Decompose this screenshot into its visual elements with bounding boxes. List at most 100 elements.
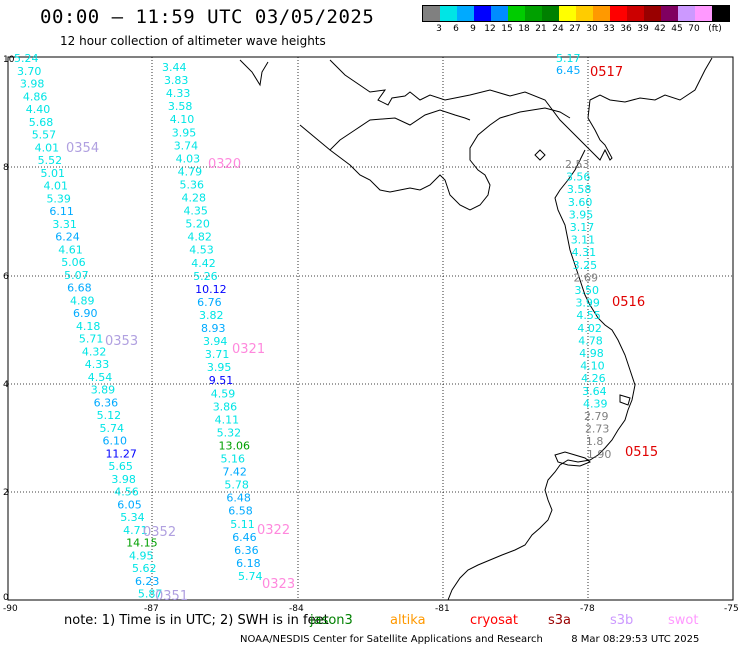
x-tick: -78 <box>580 604 595 614</box>
wave-height-label: 6.46 <box>232 531 257 544</box>
legend-swatch <box>644 6 661 21</box>
wave-height-label: 3.99 <box>575 297 600 310</box>
legend-swatch <box>457 6 474 21</box>
legend-tick: 39 <box>637 24 649 34</box>
pass-time-label: 0353 <box>105 334 138 349</box>
wave-height-label: 6.58 <box>228 505 253 518</box>
pass-time-label: 0354 <box>66 141 99 156</box>
wave-height-label: 4.95 <box>129 549 154 562</box>
legend-swatch <box>559 6 576 21</box>
pass-time-label: 0517 <box>590 65 623 80</box>
wave-height-label: 4.32 <box>82 345 107 358</box>
wave-height-label: 13.06 <box>219 439 251 452</box>
legend-tick: 15 <box>501 24 513 34</box>
pass-a-values: 5.243.703.984.864.405.685.574.015.525.01… <box>14 52 162 601</box>
wave-height-label: 5.34 <box>120 511 145 524</box>
wave-height-label: 4.18 <box>76 320 101 333</box>
wave-height-label: 9.51 <box>209 374 234 387</box>
wave-height-label: 3.95 <box>172 126 197 139</box>
pass-time-label: 0322 <box>257 523 290 538</box>
x-tick: -84 <box>289 604 304 614</box>
map-frame <box>7 56 734 601</box>
wave-height-label: 4.59 <box>211 387 236 400</box>
pass-time-labels: 0354 0353 0352 0351 0320 0321 0322 0323 0517 0516… <box>66 65 658 604</box>
wave-height-label: 5.87 <box>138 588 163 601</box>
legend-tick: 12 <box>484 24 496 34</box>
y-tick: 10 <box>3 55 15 65</box>
wave-height-label: 6.11 <box>49 205 74 218</box>
wave-height-label: 5.06 <box>61 256 85 269</box>
wave-height-label: 4.10 <box>580 360 605 373</box>
legend-tick: 45 <box>671 24 683 34</box>
wave-height-label: 4.33 <box>85 358 110 371</box>
y-tick: 2 <box>3 488 9 498</box>
wave-height-label: 5.78 <box>224 479 249 492</box>
page-title: 00:00 – 11:59 UTC 03/05/2025 <box>40 6 375 28</box>
wave-height-label: 4.42 <box>191 257 216 270</box>
legend-tick: 42 <box>654 24 666 34</box>
legend-tick: 6 <box>453 24 459 34</box>
wave-height-label: 3.71 <box>205 348 230 361</box>
timestamp: 8 Mar 08:29:53 UTC 2025 <box>571 634 700 645</box>
wave-height-label: 1.8 <box>586 435 604 448</box>
y-tick: 4 <box>3 380 9 390</box>
wave-height-label: 4.89 <box>70 294 95 307</box>
legend-swatch <box>695 6 712 21</box>
wave-height-label: 5.68 <box>29 116 54 129</box>
wave-height-label: 6.36 <box>94 396 119 409</box>
satellite-label: s3a <box>548 613 572 628</box>
y-tick: 8 <box>3 163 9 173</box>
wave-height-label: 6.45 <box>556 64 581 77</box>
wave-height-label: 3.17 <box>570 221 595 234</box>
wave-height-label: 6.24 <box>55 231 80 244</box>
legend-color-bar <box>422 5 730 22</box>
legend-swatch <box>627 6 644 21</box>
wave-height-label: 6.48 <box>226 492 251 505</box>
legend-tick: 36 <box>620 24 632 34</box>
wave-height-label: 4.11 <box>215 413 240 426</box>
wave-height-label: 5.65 <box>108 460 132 473</box>
legend-tick: 3 <box>436 24 442 34</box>
grid <box>8 57 733 600</box>
wave-height-label: 11.27 <box>105 447 137 460</box>
legend-tick: 9 <box>470 24 476 34</box>
satellite-label: altika <box>390 613 426 628</box>
wave-height-label: 3.89 <box>91 384 116 397</box>
wave-height-label: 3.94 <box>203 335 228 348</box>
wave-height-label: 5.26 <box>193 270 218 283</box>
wave-height-label: 3.25 <box>573 259 598 272</box>
wave-height-label: 5.16 <box>221 453 246 466</box>
wave-height-label: 5.74 <box>100 422 125 435</box>
legend-swatch <box>423 6 440 21</box>
legend-tick: 21 <box>535 24 547 34</box>
wave-height-label: 4.28 <box>182 192 207 205</box>
wave-height-label: 3.70 <box>17 65 42 78</box>
color-legend: 3 6 9 12 15 18 21 24 27 30 33 36 39 42 45 70 (ft) <box>422 5 730 37</box>
wave-height-label: 3.64 <box>582 385 607 398</box>
wave-height-label: 6.23 <box>135 575 160 588</box>
legend-tick-labels: 3 6 9 12 15 18 21 24 27 30 33 36 39 42 45 70 (ft) <box>422 22 730 36</box>
pass-time-label: 0516 <box>612 295 645 310</box>
wave-height-label: 6.10 <box>103 435 128 448</box>
legend-swatch <box>712 6 729 21</box>
wave-height-label: 4.35 <box>183 205 208 218</box>
wave-height-label: 5.12 <box>97 409 122 422</box>
wave-height-label: 2.79 <box>584 410 609 423</box>
wave-height-label: 6.36 <box>234 544 259 557</box>
wave-height-label: 7.42 <box>222 466 247 479</box>
wave-height-label: 4.40 <box>26 103 51 116</box>
y-tick: 6 <box>3 272 9 282</box>
wave-height-label: 4.56 <box>114 486 139 499</box>
pass-time-label: 0351 <box>155 589 188 604</box>
wave-height-label: 4.98 <box>579 347 604 360</box>
wave-height-label: 6.18 <box>236 557 261 570</box>
pass-time-label: 0320 <box>208 157 241 172</box>
wave-height-label: 3.60 <box>568 196 593 209</box>
y-tick-labels: 0 2 4 6 8 10 <box>3 55 15 603</box>
legend-tick: 27 <box>569 24 581 34</box>
coastline <box>239 57 713 601</box>
legend-swatch <box>576 6 593 21</box>
legend-swatch <box>593 6 610 21</box>
wave-height-label: 3.95 <box>569 208 594 221</box>
